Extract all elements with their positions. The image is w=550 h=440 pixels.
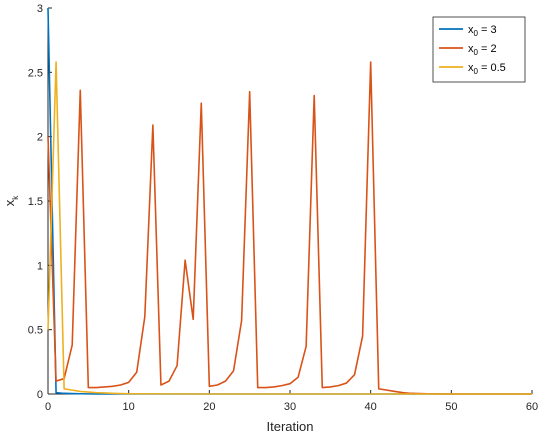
x-tick-label: 50 xyxy=(445,401,457,413)
y-tick-label: 3 xyxy=(37,3,43,15)
y-axis-label-subscript: k xyxy=(11,195,20,200)
x-axis-label: Iteration xyxy=(267,419,314,434)
y-tick-label: 2.5 xyxy=(28,67,43,79)
legend-label-1: x0 = 3 xyxy=(468,24,497,38)
x-tick-label: 60 xyxy=(526,401,538,413)
x-tick-label: 0 xyxy=(45,401,51,413)
legend-label-3: x0 = 0.5 xyxy=(468,62,506,76)
legend-label-2: x0 = 2 xyxy=(468,43,497,57)
x-tick-label: 20 xyxy=(203,401,215,413)
legend-box xyxy=(432,16,526,83)
legend: x0 = 3 x0 = 2 x0 = 0.5 xyxy=(432,16,526,83)
series-line-2 xyxy=(47,61,532,395)
x-tick-label: 10 xyxy=(123,401,135,413)
axes: 0 10 20 30 40 50 60 0 0.5 1 1.5 2 2.5 3 xyxy=(28,3,538,413)
x-tick-label: 30 xyxy=(284,401,296,413)
y-tick-label: 1.5 xyxy=(28,196,43,208)
series-line-3 xyxy=(47,61,532,395)
y-tick-label: 0.5 xyxy=(28,325,43,337)
y-axis-label-main: x xyxy=(2,199,17,206)
y-axis-label: xk xyxy=(2,195,20,207)
y-tick-label: 0 xyxy=(37,389,43,401)
series-lines xyxy=(47,7,532,395)
y-tick-label: 2 xyxy=(37,132,43,144)
y-tick-label: 1 xyxy=(37,260,43,272)
x-tick-label: 40 xyxy=(365,401,377,413)
